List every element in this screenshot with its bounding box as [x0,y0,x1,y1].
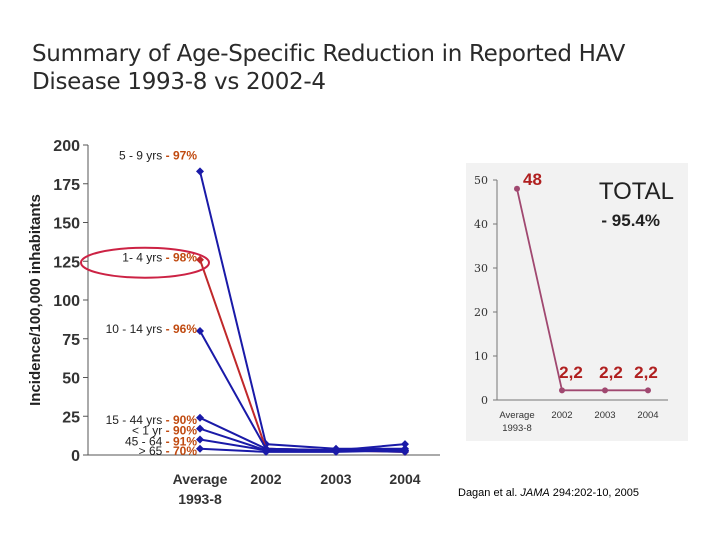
inset-data-point [559,387,565,394]
data-point [196,444,204,453]
series-line [199,171,405,450]
data-point [196,424,204,433]
series-name: > 65 [139,444,166,458]
inset-background [466,163,688,441]
series-line [199,447,406,453]
y-axis-title: Incidence/100,000 inhabitants [27,194,44,406]
inset-y-tick-label: 20 [474,306,488,319]
y-tick-label: 50 [62,371,80,388]
data-point [401,446,409,455]
series-name: 45 - 64 [125,435,166,449]
inset-y-tick-label: 50 [474,174,488,187]
citation-prefix: Dagan et al. [458,487,521,499]
x-tick-label: 2004 [389,471,420,487]
data-point [196,255,204,264]
x-tick-label: 1993-8 [178,491,222,507]
series-annotation: 5 - 9 yrs - 97% [119,148,197,162]
inset-data-point [645,387,651,394]
data-point [196,327,204,335]
y-tick-label: 125 [53,254,80,271]
series-annotation: 15 - 44 yrs - 90% [106,413,198,427]
main-chart: 0 25 50 75 100 125 150 175 200 Average 1993-8 2002 2… [27,138,440,507]
inset-data-point [602,387,608,394]
series-change: - 90% [166,413,198,427]
inset-x-tick-label: Average [499,410,534,421]
data-point [262,447,270,456]
inset-x-tick-label: 1993-8 [502,423,532,434]
citation-journal: JAMA [520,487,550,499]
y-tick-label: 200 [53,138,80,155]
inset-subtitle: - 95.4% [601,211,660,230]
inset-data-point [514,185,520,192]
x-tick-label: 2002 [250,471,281,487]
series-change: - 97% [166,148,198,162]
series-change: - 91% [166,435,198,449]
series-annotation: 1- 4 yrs - 98% [122,251,197,265]
x-tick-label: 2003 [320,471,351,487]
citation: Dagan et al. JAMA 294:202-10, 2005 [458,487,639,499]
highlight-circle [80,246,210,279]
inset-x-tick-label: 2003 [594,410,615,421]
y-tick-label: 0 [71,448,80,465]
series-name: 5 - 9 yrs [119,148,166,162]
x-tick-label: Average [173,471,228,487]
y-tick-label: 100 [53,293,80,310]
title-line-1: Summary of Age-Specific Reduction in Rep… [32,41,626,67]
title-line-2: Disease 1993-8 vs 2002-4 [32,69,326,95]
y-tick-label: 75 [62,332,80,349]
inset-data-label: 48 [523,170,542,189]
series-name: 1- 4 yrs [122,251,165,265]
series-change: - 98% [166,251,198,265]
series-0: 5 - 9 yrs - 97% [119,148,409,453]
data-point [196,413,204,422]
inset-title: TOTAL [599,178,674,205]
data-point [196,435,204,444]
series-change: - 96% [166,322,198,336]
citation-suffix: 294:202-10, 2005 [549,487,640,499]
series-change: - 70% [166,444,198,458]
series-name: < 1 yr [132,424,166,438]
y-tick-label: 150 [53,216,80,233]
inset-data-label: 2,2 [599,363,623,382]
series-annotation: 10 - 14 yrs - 96% [106,322,198,336]
series-name: 10 - 14 yrs [106,322,166,336]
inset-y-tick-label: 0 [481,394,488,407]
series-line [199,259,406,453]
y-tick-label: 175 [53,177,80,194]
data-point [401,440,409,449]
inset-data-label: 2,2 [634,363,658,382]
inset-y-tick-label: 40 [474,218,488,231]
series-annotation: > 65 - 70% [139,444,198,458]
series-annotation: < 1 yr - 90% [132,424,197,438]
series-6: > 65 - 70% [139,444,409,458]
slide-title: Summary of Age-Specific Reduction in Rep… [32,40,692,96]
y-tick-label: 25 [62,409,80,426]
inset-data-label: 2,2 [559,363,583,382]
inset-y-tick-label: 10 [474,350,488,363]
inset-x-tick-label: 2002 [551,410,572,421]
data-point [196,167,204,176]
data-point [332,447,340,456]
total-inset-chart: 0 10 20 30 40 50 Average 1993-8 2002 2003 2004 48 2,… [466,163,688,441]
inset-y-tick-label: 30 [474,262,488,275]
series-annotation: 45 - 64 - 91% [125,435,197,449]
series-change: - 90% [166,424,198,438]
inset-series-line [516,188,648,392]
inset-x-tick-label: 2004 [637,410,658,421]
series-name: 15 - 44 yrs [106,413,166,427]
